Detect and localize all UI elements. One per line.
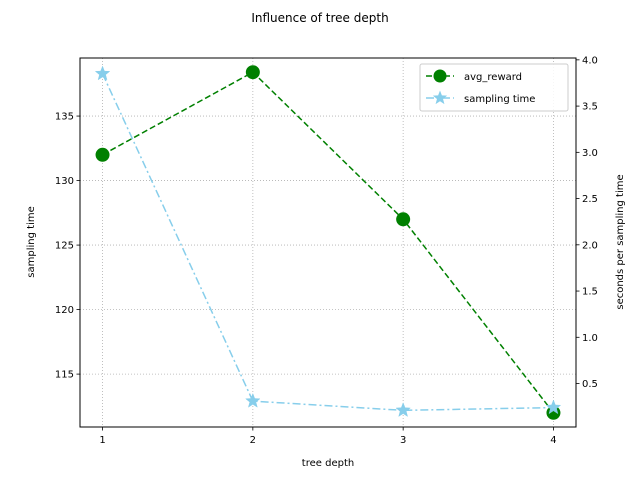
right-tick-label: 2.0: [582, 240, 598, 251]
right-tick-label: 1.0: [582, 333, 598, 344]
legend-frame: [419, 63, 569, 112]
left-tick-label: 135: [55, 112, 74, 123]
right-tick-label: 3.0: [582, 148, 598, 159]
left-tick-label: 130: [55, 176, 74, 187]
series-sampling-time: [94, 65, 562, 417]
right-axis-label: seconds per sampling time: [615, 174, 626, 309]
left-tick-label: 120: [55, 305, 74, 316]
right-tick-label: 0.5: [582, 379, 598, 390]
data-point: [245, 392, 261, 408]
right-axis-ticks: 0.5 1.0 1.5 2.0 2.5 3.0 3.5 4.0: [576, 55, 598, 390]
data-point: [545, 399, 562, 415]
legend-marker: [432, 90, 448, 105]
data-point: [95, 147, 110, 162]
legend: avg_reward sampling time: [419, 63, 569, 112]
series-line: [102, 71, 555, 414]
left-axis-label: sampling time: [26, 206, 37, 277]
left-tick-label: 115: [55, 370, 74, 381]
data-point: [94, 65, 111, 81]
legend-marker: [433, 69, 447, 83]
legend-items: avg_reward sampling time: [426, 69, 535, 105]
x-tick-label: 2: [250, 435, 256, 446]
series-layer: [94, 65, 562, 420]
x-axis-label: tree depth: [302, 458, 354, 469]
data-point: [395, 402, 411, 417]
legend-label: avg_reward: [464, 72, 522, 83]
right-tick-label: 1.5: [582, 287, 598, 298]
x-tick-label: 4: [550, 435, 556, 446]
legend-item: avg_reward: [426, 69, 522, 83]
x-axis-ticks: 1 2 3 4: [99, 427, 557, 446]
grid: [80, 58, 576, 427]
plot-frame: [79, 57, 577, 428]
data-point: [396, 212, 411, 227]
series-avg_reward: [95, 65, 561, 420]
right-tick-label: 4.0: [582, 55, 598, 66]
x-tick-label: 3: [400, 435, 406, 446]
legend-item: sampling time: [426, 90, 535, 105]
right-tick-label: 2.5: [582, 194, 598, 205]
legend-label: sampling time: [464, 94, 535, 105]
data-point: [245, 65, 260, 80]
left-tick-label: 125: [55, 241, 74, 252]
x-tick-label: 1: [99, 435, 105, 446]
right-tick-label: 3.5: [582, 102, 598, 113]
series-line: [101, 73, 554, 412]
chart-title: Influence of tree depth: [251, 11, 388, 25]
left-axis-ticks: 115 120 125 130 135: [55, 112, 80, 381]
